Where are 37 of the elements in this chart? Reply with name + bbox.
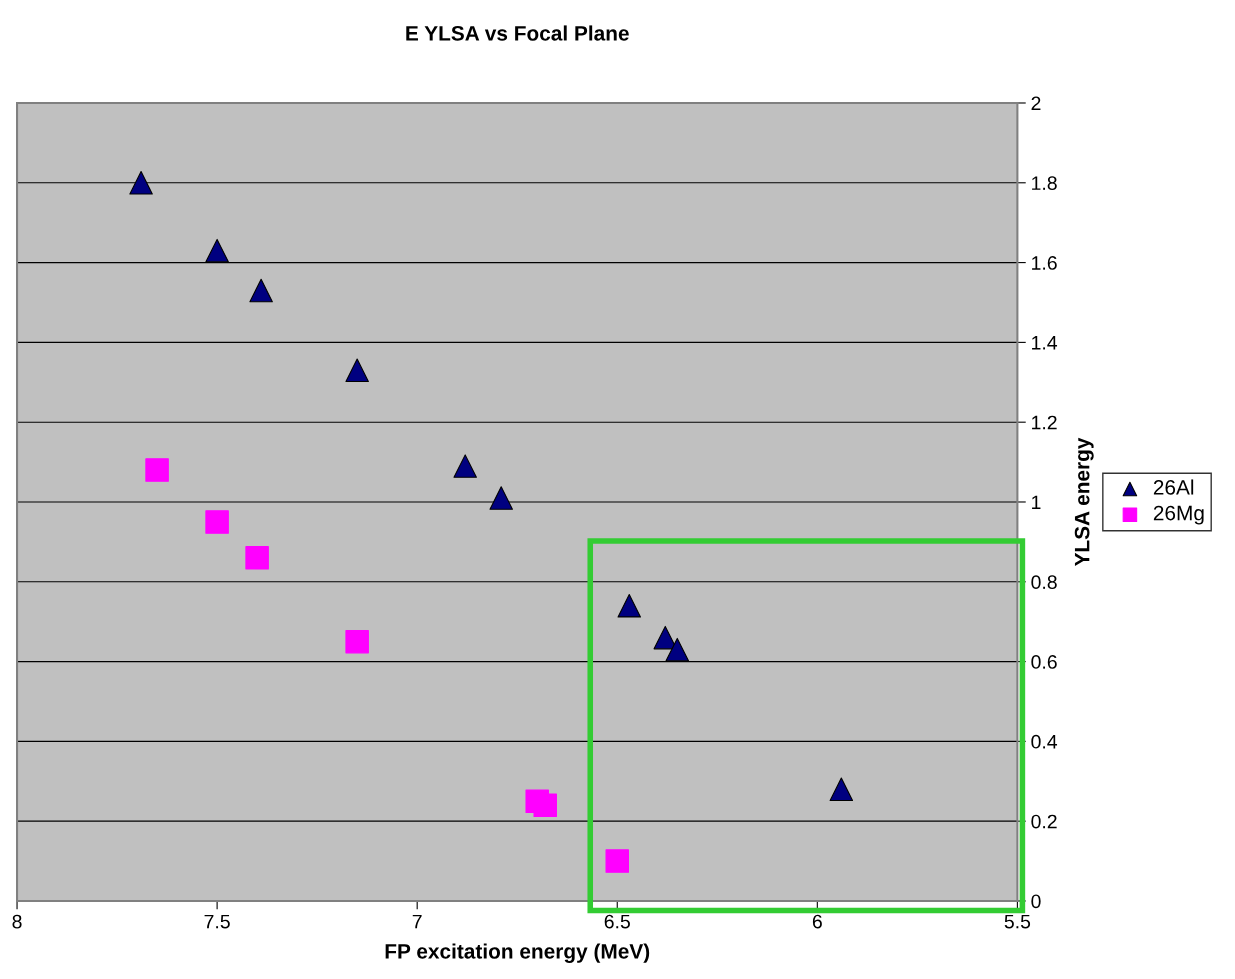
point — [489, 486, 513, 510]
point — [617, 593, 642, 618]
point — [345, 358, 369, 383]
y-tick-label: 0.4 — [1031, 734, 1058, 749]
point — [453, 454, 477, 478]
point — [605, 849, 630, 873]
point — [245, 546, 269, 570]
point — [665, 637, 690, 662]
y-tick-label: 1.4 — [1032, 336, 1058, 350]
y-tick-label: 0.2 — [1031, 814, 1057, 829]
x-tick-label: 7 — [412, 914, 422, 929]
chart-title: E YLSA vs Focal Plane — [406, 25, 629, 41]
x-axis-title: FP excitation energy (MeV) — [385, 943, 650, 963]
point — [129, 171, 153, 195]
x-tick-label: 7.5 — [204, 914, 230, 929]
point — [145, 458, 169, 482]
y-tick-label: 0 — [1031, 894, 1041, 909]
y-tick-label: 1.2 — [1032, 415, 1057, 430]
x-tick-label: 5.5 — [1004, 914, 1031, 929]
y-tick-label: 2 — [1031, 96, 1041, 111]
y-axis-title: YLSA energy — [1074, 437, 1094, 567]
y-tick-label: 1.8 — [1032, 176, 1057, 191]
x-tick-label: 6 — [812, 914, 822, 929]
y-tick-label: 0.6 — [1031, 655, 1057, 669]
y-tick-label: 0.8 — [1031, 575, 1057, 590]
x-tick-label: 8 — [12, 914, 22, 929]
point — [249, 278, 273, 303]
legend-label: 26Al — [1153, 479, 1194, 495]
point — [205, 238, 229, 263]
y-tick-label: 1 — [1032, 495, 1041, 510]
point — [533, 793, 557, 817]
x-tick-label: 6.5 — [604, 914, 630, 929]
legend-label: 26Mg — [1153, 505, 1204, 525]
y-tick-label: 1.6 — [1032, 256, 1057, 270]
point — [205, 510, 229, 534]
point — [829, 777, 854, 802]
point — [345, 629, 369, 654]
